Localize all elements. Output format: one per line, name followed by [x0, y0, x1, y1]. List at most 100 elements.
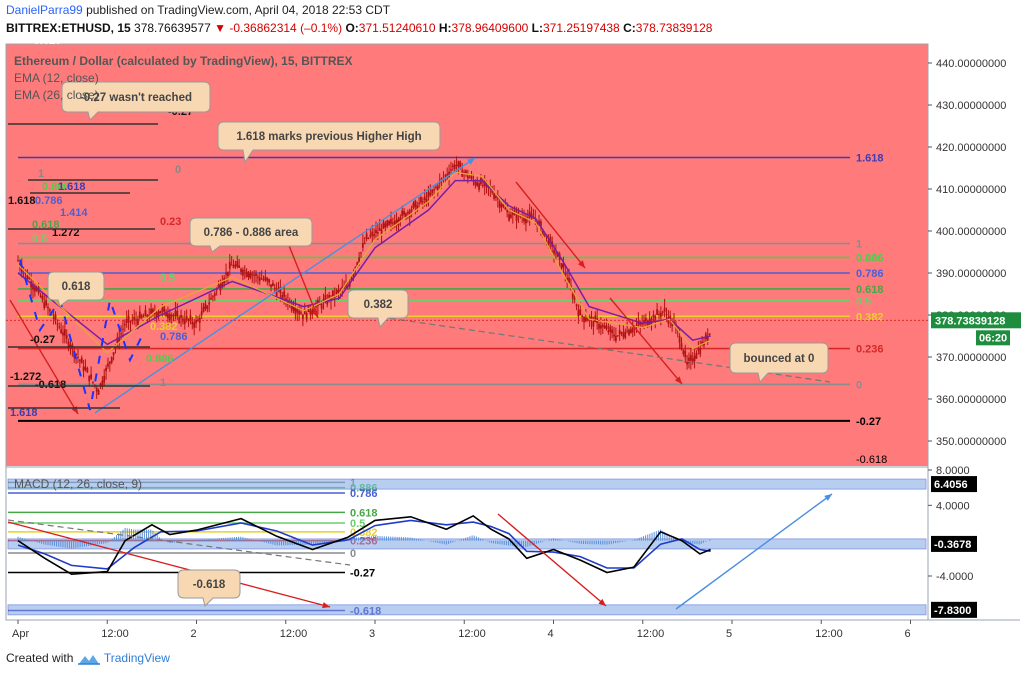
candle-body — [152, 309, 154, 314]
candle-body — [382, 221, 385, 229]
candle-body — [628, 329, 630, 336]
candle-body — [112, 352, 115, 355]
candle-body — [52, 317, 55, 319]
footer: Created with TradingView — [6, 651, 170, 666]
macd-fib-label: -0.27 — [350, 567, 375, 579]
candle-body — [129, 321, 132, 323]
ema-12-line — [17, 171, 711, 354]
downtrend-arrow-head — [312, 310, 319, 318]
candle-body — [315, 306, 317, 308]
candle-body — [311, 309, 314, 315]
macd-dashed-trendline — [7, 519, 351, 566]
candle-body — [167, 313, 169, 319]
candle-body — [262, 279, 265, 281]
candle-body — [215, 289, 218, 291]
candle-body — [232, 265, 235, 268]
annotation-bubble-shape — [217, 121, 441, 164]
annotation-bubble-text: 0.382 — [364, 299, 393, 311]
price-tick-label: 400.00000000 — [936, 226, 1006, 238]
candle-body — [678, 336, 681, 343]
candle-body — [77, 357, 79, 359]
candle-body — [427, 191, 430, 198]
candle-body — [92, 381, 94, 383]
macd-down-arrow — [497, 513, 607, 607]
candle-body — [448, 171, 450, 178]
candle-body — [258, 277, 261, 281]
candle-body — [590, 316, 593, 321]
candle-body — [395, 219, 398, 225]
candle-body — [663, 307, 666, 312]
candle-body — [243, 270, 246, 272]
macd-zone-band — [7, 604, 927, 616]
macd-line — [17, 514, 711, 576]
candle-body — [97, 389, 100, 395]
candle-body — [577, 309, 580, 317]
candle-body — [78, 360, 81, 362]
fib-level-label: 1 — [856, 239, 862, 251]
annotation-bubble: -0.27 wasn't reached — [61, 81, 211, 121]
candle-body — [622, 332, 625, 337]
close-value: 378.73839128 — [635, 21, 713, 35]
candle-body — [699, 348, 702, 355]
candle-body — [279, 286, 282, 294]
candle-body — [253, 274, 256, 276]
candle-body — [654, 316, 657, 321]
countdown-badge — [976, 330, 1010, 346]
macd-down-arrow-head — [322, 602, 330, 609]
candle-body — [48, 309, 51, 312]
candle-body — [390, 219, 392, 224]
candle-body — [131, 320, 134, 322]
candle-body — [421, 201, 424, 203]
price-tick-label: 420.00000000 — [936, 142, 1006, 154]
candle-body — [28, 277, 31, 279]
tradingview-link[interactable]: TradingView — [103, 651, 170, 665]
candle-body — [401, 210, 404, 216]
candle-body — [588, 317, 591, 320]
candle-body — [502, 204, 505, 207]
fib-level-label: 1.618 — [856, 153, 884, 165]
candle-body — [290, 303, 293, 310]
candle-body — [410, 209, 413, 212]
candle-body — [635, 325, 638, 327]
chart-canvas[interactable]: 440.00000000430.00000000420.00000000410.… — [0, 40, 1024, 640]
candle-body — [339, 290, 342, 292]
candle-body — [294, 307, 297, 314]
annotation-bubble: 1.618 marks previous Higher High — [217, 121, 441, 164]
candle-body — [693, 355, 696, 361]
candle-body — [656, 309, 659, 315]
time-tick-label: 12:00 — [458, 628, 486, 640]
candle-body — [603, 325, 606, 328]
candle-body — [144, 310, 147, 317]
candle-body — [568, 277, 570, 284]
candle-body — [697, 349, 700, 351]
left-fib-label: 1.272 — [52, 227, 80, 239]
candle-body — [271, 283, 274, 287]
low-label: L: — [531, 21, 543, 35]
candle-body — [227, 271, 229, 277]
candle-body — [671, 322, 674, 326]
candle-body — [708, 333, 711, 335]
left-fib-label: -0.618 — [35, 379, 66, 391]
macd-fib-label: 0.786 — [350, 488, 378, 500]
candle-body — [371, 231, 374, 236]
candle-body — [193, 322, 196, 328]
time-tick-label: 12:00 — [280, 628, 308, 640]
candle-body — [86, 368, 89, 373]
candle-body — [352, 271, 355, 277]
macd-up-arrow — [675, 493, 833, 610]
candle-body — [500, 203, 503, 208]
macd-down-arrow — [7, 521, 331, 608]
annotation-bubble: 0.618 — [47, 271, 105, 307]
candle-body — [67, 341, 70, 349]
left-fib-label: 1.618 — [58, 181, 86, 193]
candle-body — [157, 311, 160, 315]
candle-body — [408, 210, 411, 218]
candle-body — [504, 207, 507, 210]
candle-body — [249, 273, 252, 279]
left-fib-label: 0.886 — [42, 181, 70, 193]
candle-body — [185, 316, 188, 320]
high-value: 378.96409600 — [451, 21, 529, 35]
author-link[interactable]: DanielParra99 — [6, 3, 83, 17]
candle-body — [579, 309, 582, 315]
candle-body — [540, 221, 542, 228]
